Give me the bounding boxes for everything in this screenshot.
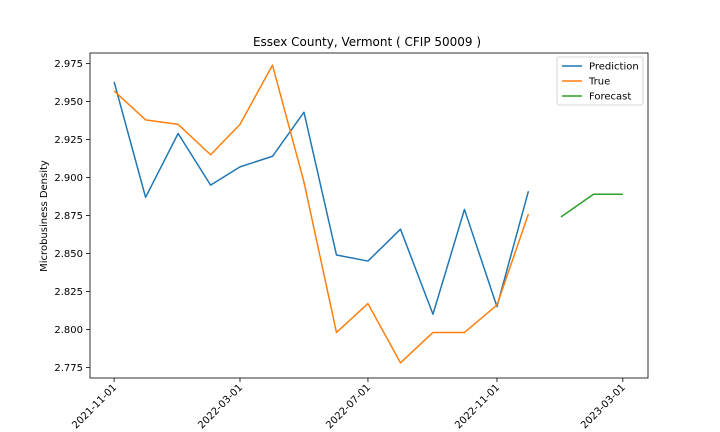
x-tick-label: 2023-03-01	[579, 382, 628, 431]
y-tick-label: 2.775	[54, 363, 83, 374]
legend: Prediction True Forecast	[556, 56, 644, 106]
y-tick-label: 2.825	[54, 287, 83, 298]
x-tick-label: 2022-11-01	[453, 382, 502, 431]
y-tick-label: 2.875	[54, 211, 83, 222]
y-axis-ticks: 2.775 2.800 2.825 2.850 2.875 2.900 2.925 2.950…	[54, 59, 90, 374]
legend-label-forecast: Forecast	[589, 92, 631, 103]
x-tick-label: 2022-03-01	[196, 382, 245, 431]
y-tick-label: 2.800	[54, 325, 83, 336]
y-axis-title: Microbusiness Density	[39, 160, 50, 272]
y-tick-label: 2.925	[54, 135, 83, 146]
y-tick-label: 2.900	[54, 173, 83, 184]
series-line-prediction	[113, 81, 530, 315]
chart-title: Essex County, Vermont ( CFIP 50009 )	[253, 35, 481, 49]
y-tick-label: 2.850	[54, 249, 83, 260]
legend-label-prediction: Prediction	[589, 62, 639, 73]
series-line-forecast	[560, 193, 623, 218]
x-tick-label: 2021-11-01	[70, 382, 119, 431]
legend-box	[556, 56, 644, 106]
x-tick-label: 2022-07-01	[324, 382, 373, 431]
legend-label-true: True	[588, 77, 610, 88]
plot-lines	[113, 64, 623, 364]
series-line-true	[113, 64, 530, 364]
x-axis-ticks: 2021-11-01 2022-03-01 2022-07-01 2022-11-01…	[70, 378, 628, 431]
y-tick-label: 2.950	[54, 97, 83, 108]
y-tick-label: 2.975	[54, 59, 83, 70]
